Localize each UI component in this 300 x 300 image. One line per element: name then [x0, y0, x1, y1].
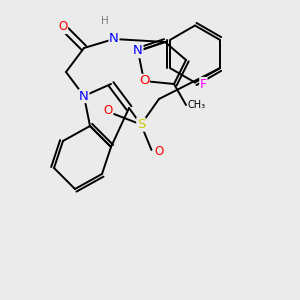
Text: O: O: [58, 20, 68, 34]
Text: N: N: [79, 89, 89, 103]
Text: N: N: [133, 44, 143, 58]
Text: N: N: [109, 32, 119, 46]
Text: S: S: [137, 118, 145, 131]
Text: O: O: [154, 145, 164, 158]
Text: CH₃: CH₃: [188, 100, 206, 110]
Text: F: F: [200, 77, 207, 91]
Text: H: H: [101, 16, 109, 26]
Text: O: O: [103, 104, 112, 118]
Text: O: O: [139, 74, 149, 88]
